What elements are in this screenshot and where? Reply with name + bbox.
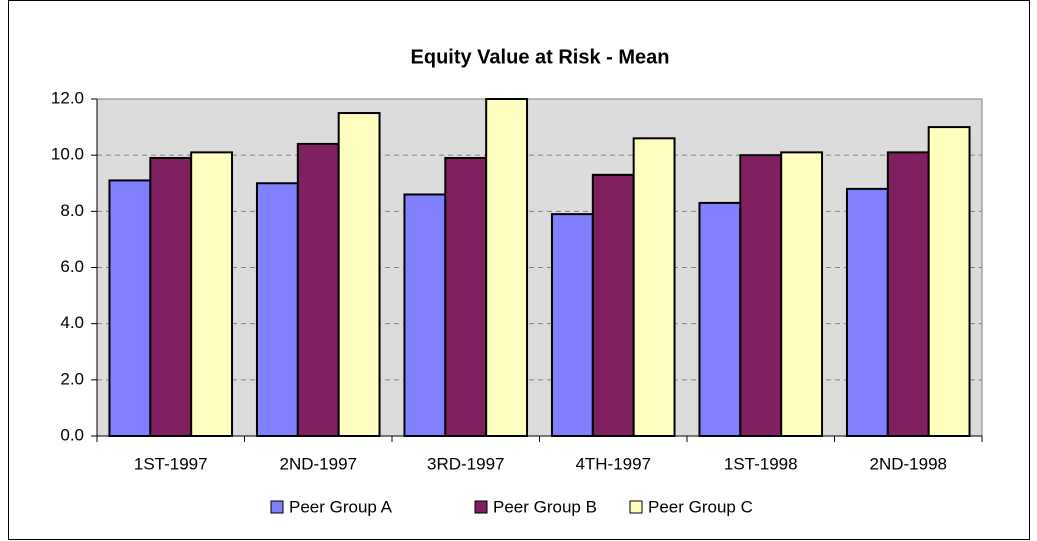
x-tick-label: 2ND-1997 [280, 454, 358, 473]
bar [632, 137, 676, 437]
y-tick-label: 12.0 [51, 88, 84, 107]
bar [698, 201, 742, 437]
bar [403, 193, 447, 437]
y-tick-label: 2.0 [60, 369, 84, 388]
bar [255, 182, 299, 437]
y-tick-label: 6.0 [60, 257, 84, 276]
x-tick-label: 1ST-1997 [134, 454, 208, 473]
bar [927, 126, 971, 437]
y-tick-label: 10.0 [51, 145, 84, 164]
bar [739, 154, 783, 438]
x-tick-label: 3RD-1997 [427, 454, 505, 473]
y-tick-label: 4.0 [60, 313, 84, 332]
legend-swatch [474, 500, 488, 514]
legend-swatch [270, 500, 284, 514]
chart-title: Equity Value at Risk - Mean [411, 46, 670, 68]
bar [444, 156, 488, 437]
bar [485, 98, 529, 437]
legend-swatch [629, 500, 643, 514]
bar [886, 151, 930, 437]
x-tick-label: 2ND-1998 [870, 454, 948, 473]
bar [845, 187, 889, 437]
bar [296, 142, 340, 438]
legend-label: Peer Group A [289, 497, 393, 516]
bar [550, 213, 594, 437]
y-tick-label: 0.0 [60, 425, 84, 444]
bar [591, 173, 635, 437]
x-tick-label: 1ST-1998 [724, 454, 798, 473]
legend-label: Peer Group B [493, 497, 597, 516]
bar [337, 112, 381, 438]
bar [190, 151, 234, 437]
y-tick-label: 8.0 [60, 201, 84, 220]
bar [108, 179, 152, 437]
bar [780, 151, 824, 437]
legend-label: Peer Group C [648, 497, 753, 516]
x-tick-label: 4TH-1997 [575, 454, 651, 473]
bar [149, 156, 193, 437]
